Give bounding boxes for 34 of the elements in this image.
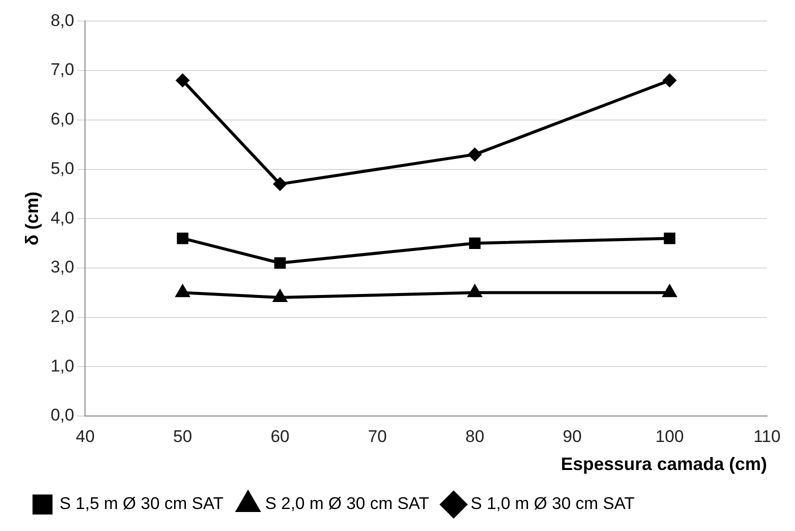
- point: [663, 74, 676, 87]
- point: [176, 232, 188, 244]
- legend-label: S 2,0 m Ø 30 cm SAT: [265, 494, 430, 514]
- x-tick-label: 70: [368, 426, 387, 446]
- legend-label: S 1,5 m Ø 30 cm SAT: [60, 494, 224, 514]
- point: [273, 290, 287, 302]
- y-axis-title: δ (cm): [22, 192, 42, 246]
- point: [176, 74, 190, 87]
- point: [469, 238, 481, 250]
- y-tick-label: 5,0: [50, 158, 74, 178]
- y-tick-label: 4,0: [50, 208, 74, 228]
- x-tick-label: 50: [173, 426, 192, 446]
- y-tick-label: 8,0: [50, 10, 74, 30]
- point: [468, 285, 482, 298]
- x-tick-label: 40: [76, 426, 95, 446]
- y-tick-label: 0,0: [50, 406, 74, 425]
- point: [274, 257, 286, 269]
- x-tick-label: 90: [562, 426, 582, 446]
- x-tick-label: 110: [753, 426, 781, 446]
- y-tick-label: 2,0: [50, 306, 74, 326]
- x-tick-label: 80: [465, 426, 484, 446]
- x-tick-label: 100: [655, 426, 684, 446]
- x-axis-title: Espessura camada (cm): [560, 454, 767, 474]
- y-tick-label: 6,0: [50, 110, 74, 129]
- point: [664, 232, 676, 244]
- y-tick-label: 1,0: [50, 356, 74, 376]
- point: [468, 148, 482, 161]
- x-tick-label: 60: [270, 426, 290, 446]
- point: [274, 178, 287, 191]
- point: [662, 285, 676, 298]
- legend-label: S 1,0 m Ø 30 cm SAT: [470, 494, 635, 514]
- y-tick-label: 3,0: [50, 258, 74, 277]
- point: [176, 285, 190, 298]
- y-tick-label: 7,0: [50, 60, 74, 80]
